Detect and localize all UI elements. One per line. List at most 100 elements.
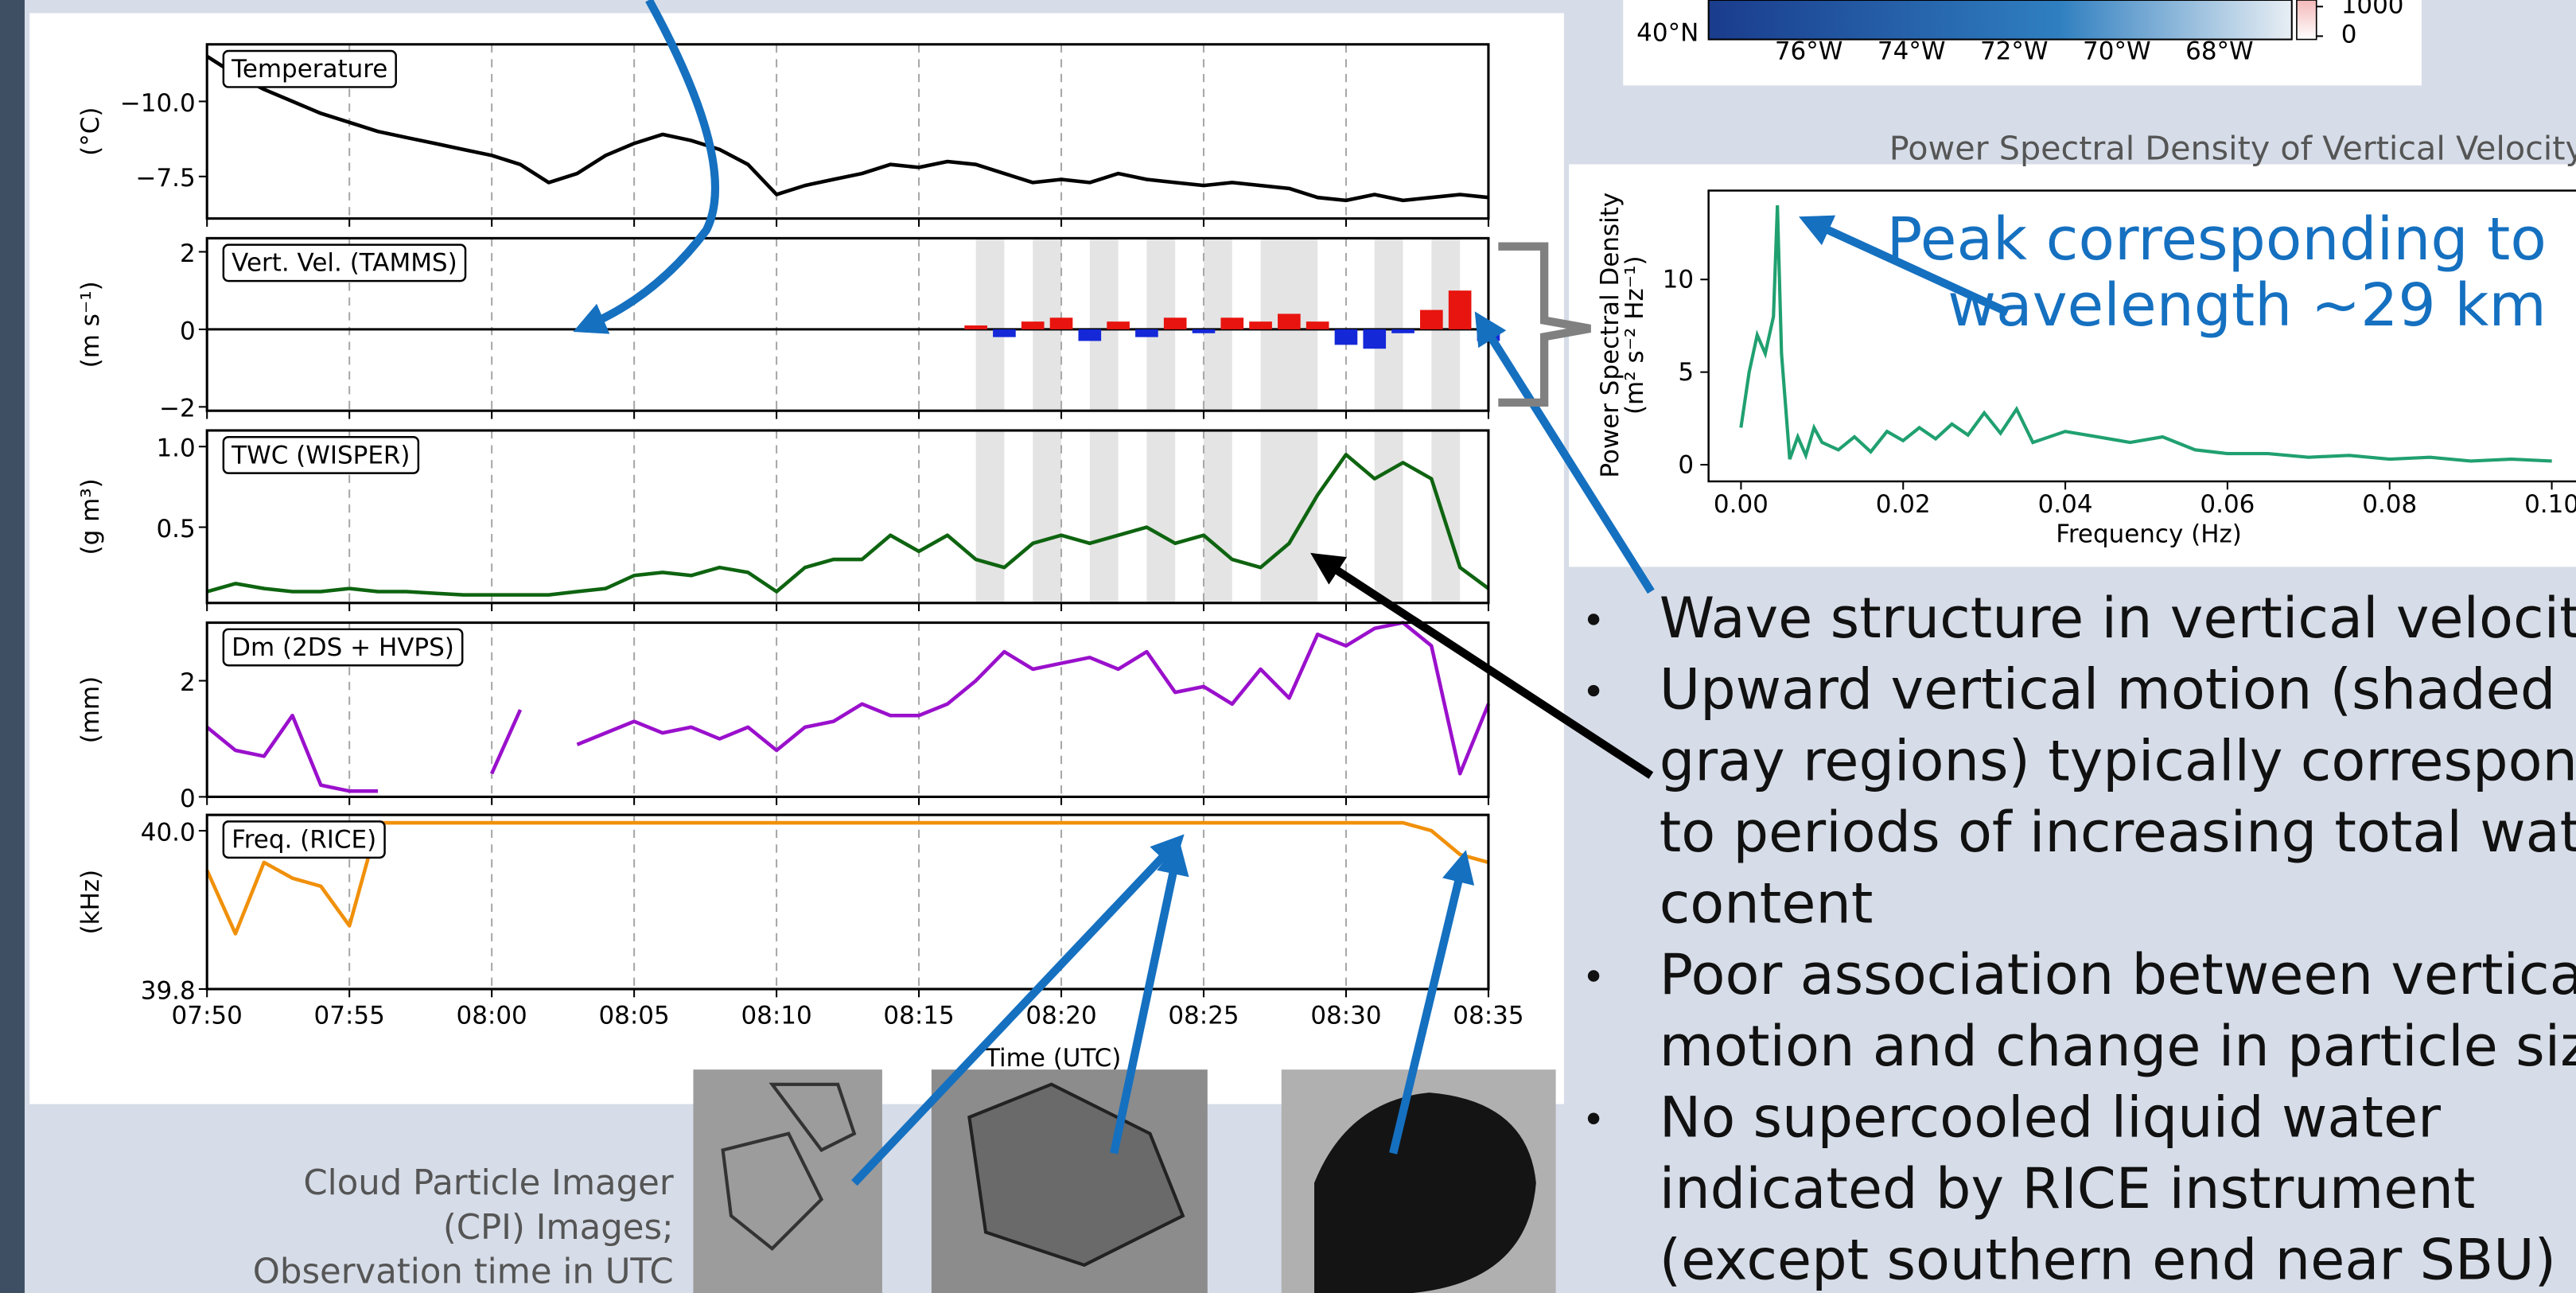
lon-label: 76°W bbox=[1775, 37, 1843, 65]
bullet-text: Poor association between vertical bbox=[1660, 942, 2576, 1007]
bar bbox=[1363, 329, 1386, 349]
bullet-text: Wave structure in vertical velocity bbox=[1660, 586, 2576, 651]
bullet-dot bbox=[1588, 613, 1599, 625]
y-tick-label: −10.0 bbox=[120, 89, 196, 118]
x-axis-label: Frequency (Hz) bbox=[2056, 520, 2242, 548]
x-tick-label: 0.00 bbox=[1714, 490, 1769, 519]
timeseries-panel bbox=[29, 14, 1564, 1104]
bar bbox=[1107, 321, 1130, 329]
y-tick-label: 0 bbox=[180, 785, 196, 813]
shaded-region bbox=[976, 430, 1005, 603]
legend-label: Freq. (RICE) bbox=[232, 825, 376, 854]
shaded-region bbox=[1261, 430, 1318, 603]
x-tick-label: 08:00 bbox=[457, 1001, 527, 1030]
lon-label: 72°W bbox=[1980, 37, 2049, 65]
lon-label: 74°W bbox=[1878, 37, 1946, 65]
bullet-text: (except southern end near SBU) bbox=[1660, 1228, 2556, 1293]
bar bbox=[1135, 329, 1158, 337]
bullet-text: No supercooled liquid water bbox=[1660, 1085, 2441, 1150]
y-axis-label: (°C) bbox=[76, 107, 105, 156]
y-tick-label: 2 bbox=[180, 240, 196, 268]
y-axis-label: (g m³) bbox=[76, 478, 105, 555]
lon-label: 68°W bbox=[2185, 37, 2254, 65]
y-axis-label: (kHz) bbox=[76, 870, 105, 935]
annotation: Peak corresponding to bbox=[1887, 204, 2547, 274]
legend-label: TWC (WISPER) bbox=[231, 441, 410, 469]
bar bbox=[1078, 329, 1101, 341]
bullet-text: motion and change in particle size bbox=[1660, 1014, 2576, 1079]
x-tick-label: 0.10 bbox=[2524, 490, 2576, 519]
x-tick-label: 07:50 bbox=[172, 1001, 243, 1030]
bar bbox=[1278, 314, 1301, 329]
bullet-text: Upward vertical motion (shaded bbox=[1660, 657, 2556, 722]
shaded-region bbox=[1090, 430, 1119, 603]
x-tick-label: 0.02 bbox=[1876, 490, 1931, 519]
bar bbox=[1391, 329, 1414, 333]
bar bbox=[993, 329, 1016, 337]
bar bbox=[964, 325, 987, 329]
y-axis-label: (m² s⁻² Hz⁻¹) bbox=[1621, 255, 1649, 415]
shaded-region bbox=[1204, 430, 1232, 603]
colorbar-label: 0 bbox=[2341, 21, 2357, 49]
lat-label: 40°N bbox=[1636, 19, 1699, 48]
side-strip bbox=[0, 0, 25, 1293]
x-axis-label: Time (UTC) bbox=[984, 1044, 1121, 1073]
bar bbox=[1164, 317, 1187, 329]
y-tick-label: 0 bbox=[180, 317, 196, 345]
shaded-region bbox=[1431, 430, 1460, 603]
y-tick-label: 5 bbox=[1678, 358, 1694, 387]
bullet-dot bbox=[1588, 1112, 1599, 1124]
bullet-dot bbox=[1588, 685, 1599, 696]
x-tick-label: 07:55 bbox=[314, 1001, 385, 1030]
bar bbox=[1021, 321, 1045, 329]
lon-label: 70°W bbox=[2083, 37, 2151, 65]
legend-label: Dm (2DS + HVPS) bbox=[232, 633, 454, 662]
x-tick-label: 08:05 bbox=[598, 1001, 669, 1030]
y-tick-label: 0.5 bbox=[156, 515, 195, 543]
cpi-caption: Cloud Particle Imager bbox=[303, 1163, 673, 1203]
x-tick-label: 0.06 bbox=[2200, 490, 2255, 519]
shaded-region bbox=[1146, 430, 1175, 603]
y-tick-label: 1.0 bbox=[156, 434, 195, 463]
colorbar-label: 1000 bbox=[2341, 0, 2404, 20]
cpi-caption: (CPI) Images; bbox=[443, 1208, 674, 1248]
x-tick-label: 08:35 bbox=[1453, 1001, 1523, 1030]
y-axis-label: (mm) bbox=[76, 676, 105, 743]
bullet-text: to periods of increasing total water bbox=[1660, 800, 2576, 865]
legend-label: Vert. Vel. (TAMMS) bbox=[232, 249, 457, 278]
y-tick-label: −7.5 bbox=[136, 164, 196, 193]
bar bbox=[1193, 329, 1216, 333]
bullet-text: gray regions) typically correspond bbox=[1660, 728, 2576, 793]
bar bbox=[1449, 290, 1472, 329]
page: {"chart_data": [ {"type": "line", "ylabe… bbox=[0, 0, 2576, 1293]
psd-title: Power Spectral Density of Vertical Veloc… bbox=[1889, 129, 2576, 167]
shaded-region bbox=[1375, 430, 1403, 603]
bar bbox=[1249, 321, 1272, 329]
x-tick-label: 08:15 bbox=[883, 1001, 954, 1030]
x-tick-label: 08:20 bbox=[1025, 1001, 1096, 1030]
x-tick-label: 08:30 bbox=[1310, 1001, 1381, 1030]
y-tick-label: 10 bbox=[1663, 266, 1694, 294]
colorbar bbox=[2297, 0, 2317, 40]
slide: −10.0 −7.5 Temperature (°C) −2 0 2 Vert. Vel. (… bbox=[0, 0, 2576, 1293]
x-tick-label: 0.08 bbox=[2362, 490, 2417, 519]
bar bbox=[1050, 317, 1073, 329]
x-tick-label: 0.04 bbox=[2038, 490, 2093, 519]
annotation: wavelength ~29 km bbox=[1948, 271, 2547, 340]
bullet-text: indicated by RICE instrument bbox=[1660, 1156, 2476, 1221]
y-tick-label: 40.0 bbox=[141, 818, 196, 847]
bar bbox=[1220, 317, 1243, 329]
bullet-dot bbox=[1588, 970, 1599, 981]
cpi-caption: Observation time in UTC bbox=[253, 1252, 674, 1292]
shaded-region bbox=[1375, 238, 1403, 411]
y-tick-label: −2 bbox=[159, 395, 196, 423]
map-image bbox=[1709, 0, 2292, 40]
y-tick-label: 0 bbox=[1678, 450, 1694, 479]
x-tick-label: 08:10 bbox=[741, 1001, 811, 1030]
y-axis-label: (m s⁻¹) bbox=[76, 281, 105, 368]
legend-label: Temperature bbox=[231, 55, 387, 84]
bar bbox=[1306, 321, 1329, 329]
bullet-text: content bbox=[1660, 871, 1874, 937]
x-tick-label: 08:25 bbox=[1168, 1001, 1239, 1030]
bar bbox=[1420, 310, 1443, 329]
